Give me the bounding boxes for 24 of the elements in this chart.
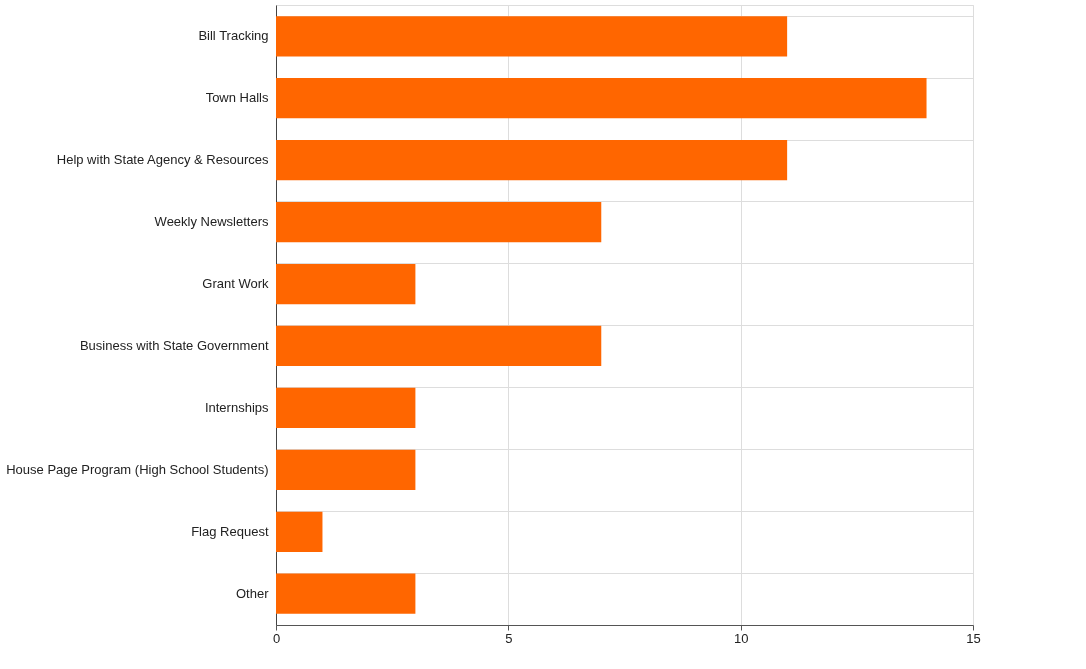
y-tick-label: House Page Program (High School Students) — [6, 461, 269, 477]
bar — [276, 449, 416, 490]
x-tick-label: 15 — [966, 630, 981, 646]
y-tick-label: Internships — [204, 399, 269, 415]
y-tick-label: Grant Work — [202, 276, 269, 292]
y-tick-label: Help with State Agency & Resources — [56, 152, 269, 168]
bar — [276, 573, 416, 614]
bar — [276, 140, 788, 181]
y-tick-label: Weekly Newsletters — [154, 214, 269, 230]
y-tick-label: Business with State Government — [79, 337, 269, 353]
y-tick-label: Flag Request — [191, 523, 269, 539]
bar — [276, 201, 602, 243]
y-tick-label: Town Halls — [205, 90, 269, 106]
bar — [276, 78, 927, 119]
bar — [276, 511, 323, 552]
bar — [276, 387, 416, 429]
y-tick-label: Bill Tracking — [198, 28, 269, 44]
x-tick-label: 10 — [733, 630, 749, 646]
x-tick-label: 5 — [505, 630, 513, 646]
bar — [276, 325, 602, 367]
x-tick-label: 0 — [272, 630, 281, 646]
y-tick-label: Other — [235, 585, 270, 601]
bar — [276, 16, 788, 57]
bar — [276, 263, 416, 305]
